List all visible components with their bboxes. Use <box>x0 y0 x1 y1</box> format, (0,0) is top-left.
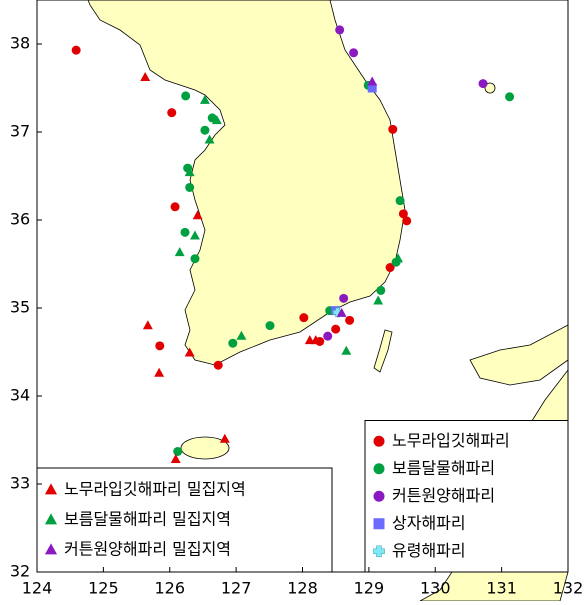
y-tick-label: 33 <box>10 474 30 493</box>
marker <box>173 446 183 456</box>
tsushima <box>373 329 393 373</box>
marker <box>395 196 405 206</box>
marker <box>71 45 81 55</box>
marker <box>345 315 355 325</box>
marker <box>181 91 191 101</box>
markers <box>71 25 515 463</box>
marker <box>180 227 190 237</box>
legend-label: 보름달물해파리 <box>392 458 495 477</box>
marker <box>236 330 247 340</box>
marker <box>341 345 352 355</box>
legend-label: 노무라입깃해파리 밀집지역 <box>64 480 246 499</box>
legend-marker <box>373 490 385 502</box>
marker <box>204 134 215 144</box>
marker <box>185 182 195 192</box>
legend-marker <box>373 545 385 558</box>
marker <box>336 307 347 317</box>
x-tick-label: 129 <box>354 579 385 598</box>
marker <box>398 209 408 219</box>
marker <box>211 115 222 125</box>
marker <box>331 324 341 334</box>
marker <box>140 72 151 82</box>
legend-marker <box>44 513 58 525</box>
marker <box>170 453 181 463</box>
marker <box>219 433 230 443</box>
x-tick-label: 130 <box>420 579 451 598</box>
jeju <box>180 436 230 460</box>
x-tick-label: 126 <box>154 579 185 598</box>
legend-marker <box>373 435 385 447</box>
marker <box>373 295 384 305</box>
x-tick-label: 125 <box>88 579 119 598</box>
marker <box>339 293 349 303</box>
marker <box>335 25 345 35</box>
korea <box>87 0 406 366</box>
marker <box>385 263 395 273</box>
y-tick-label: 37 <box>10 122 30 141</box>
y-tick-label: 35 <box>10 298 30 317</box>
marker <box>323 331 333 341</box>
marker <box>228 338 238 348</box>
legend-label: 커튼원양해파리 밀집지역 <box>64 540 231 559</box>
marker <box>200 125 210 135</box>
marker <box>155 341 165 351</box>
marker <box>167 108 177 118</box>
marker <box>154 367 165 377</box>
marker <box>349 48 359 58</box>
marker <box>388 124 398 134</box>
x-tick-label: 127 <box>221 579 252 598</box>
marker <box>299 313 309 323</box>
marker <box>184 347 195 357</box>
marker <box>199 94 210 104</box>
legend-marker <box>44 543 58 555</box>
marker <box>478 79 488 89</box>
marker <box>170 202 180 212</box>
marker <box>393 253 404 263</box>
marker <box>190 254 200 264</box>
x-tick-label: 132 <box>553 579 584 598</box>
legend-label: 유령해파리 <box>392 541 466 560</box>
marker <box>184 167 195 177</box>
y-tick-label: 34 <box>10 386 30 405</box>
legend-label: 보름달물해파리 밀집지역 <box>64 510 231 529</box>
marker <box>367 76 378 86</box>
legend-marker <box>44 483 58 495</box>
legend-label: 상자해파리 <box>392 513 466 532</box>
marker <box>213 360 223 370</box>
x-tick-label: 124 <box>22 579 53 598</box>
x-tick-label: 128 <box>287 579 318 598</box>
ulleung <box>484 82 496 94</box>
legend-box <box>364 420 569 573</box>
marker <box>190 230 200 240</box>
legend-label: 커튼원양해파리 <box>392 486 495 505</box>
marker <box>192 210 203 220</box>
y-tick-label: 38 <box>10 34 30 53</box>
marker <box>332 307 343 318</box>
y-tick-label: 32 <box>10 562 30 581</box>
y-tick-label: 36 <box>10 210 30 229</box>
marker <box>142 320 153 330</box>
legend-marker <box>373 463 385 475</box>
marker <box>402 216 412 226</box>
legend-box <box>36 467 333 573</box>
legend-marker <box>373 518 385 530</box>
marker <box>310 335 321 345</box>
x-tick-label: 131 <box>486 579 517 598</box>
marker <box>367 83 377 93</box>
marker <box>376 285 386 295</box>
marker <box>174 247 185 257</box>
legend-label: 노무라입깃해파리 <box>392 431 510 450</box>
marker <box>505 92 515 102</box>
marker <box>265 321 275 331</box>
